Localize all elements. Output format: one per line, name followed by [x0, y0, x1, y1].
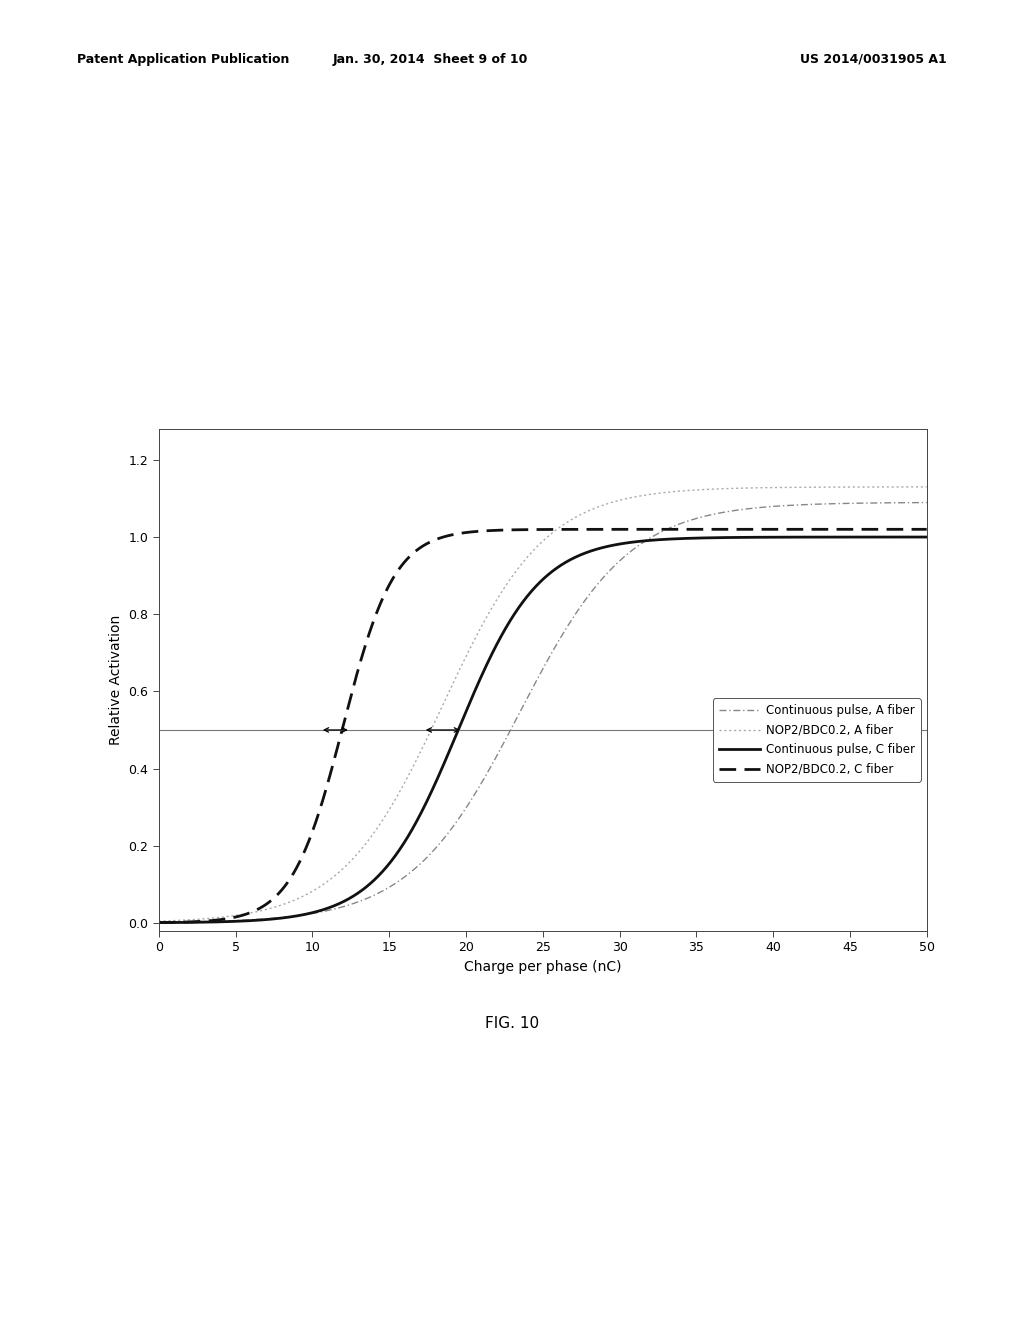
NOP2/BDC0.2, A fiber: [191, 911, 204, 927]
Continuous pulse, C fiber: [758, 529, 770, 545]
Text: FIG. 10: FIG. 10: [485, 1015, 539, 1031]
NOP2/BDC0.2, C fiber: [758, 521, 770, 537]
Continuous pulse, A fiber: [758, 499, 770, 515]
Continuous pulse, A fiber: [153, 915, 165, 931]
NOP2/BDC0.2, A fiber: [898, 479, 910, 495]
Continuous pulse, C fiber: [526, 582, 539, 598]
Continuous pulse, C fiber: [898, 529, 910, 545]
NOP2/BDC0.2, A fiber: [526, 544, 539, 560]
Line: NOP2/BDC0.2, A fiber: NOP2/BDC0.2, A fiber: [159, 487, 927, 921]
Line: Continuous pulse, A fiber: Continuous pulse, A fiber: [159, 503, 927, 923]
Continuous pulse, C fiber: [898, 529, 910, 545]
Continuous pulse, A fiber: [898, 495, 910, 511]
Continuous pulse, A fiber: [898, 495, 910, 511]
Text: Jan. 30, 2014  Sheet 9 of 10: Jan. 30, 2014 Sheet 9 of 10: [333, 53, 527, 66]
NOP2/BDC0.2, A fiber: [506, 569, 518, 585]
Text: Patent Application Publication: Patent Application Publication: [77, 53, 289, 66]
Continuous pulse, A fiber: [921, 495, 933, 511]
Text: US 2014/0031905 A1: US 2014/0031905 A1: [801, 53, 947, 66]
Continuous pulse, C fiber: [191, 915, 204, 931]
Continuous pulse, A fiber: [506, 719, 518, 735]
Continuous pulse, C fiber: [921, 529, 933, 545]
Continuous pulse, A fiber: [526, 681, 539, 697]
Line: NOP2/BDC0.2, C fiber: NOP2/BDC0.2, C fiber: [159, 529, 927, 923]
Continuous pulse, A fiber: [191, 913, 204, 929]
NOP2/BDC0.2, C fiber: [921, 521, 933, 537]
Continuous pulse, C fiber: [153, 915, 165, 931]
Continuous pulse, C fiber: [506, 610, 518, 626]
NOP2/BDC0.2, A fiber: [898, 479, 910, 495]
NOP2/BDC0.2, A fiber: [153, 913, 165, 929]
NOP2/BDC0.2, C fiber: [898, 521, 910, 537]
NOP2/BDC0.2, C fiber: [191, 913, 204, 929]
X-axis label: Charge per phase (nC): Charge per phase (nC): [464, 960, 622, 974]
NOP2/BDC0.2, C fiber: [526, 521, 539, 537]
Y-axis label: Relative Activation: Relative Activation: [109, 615, 123, 744]
NOP2/BDC0.2, C fiber: [506, 521, 518, 537]
NOP2/BDC0.2, A fiber: [758, 479, 770, 495]
Legend: Continuous pulse, A fiber, NOP2/BDC0.2, A fiber, Continuous pulse, C fiber, NOP2: Continuous pulse, A fiber, NOP2/BDC0.2, …: [713, 698, 921, 781]
NOP2/BDC0.2, A fiber: [921, 479, 933, 495]
NOP2/BDC0.2, C fiber: [153, 915, 165, 931]
NOP2/BDC0.2, C fiber: [898, 521, 910, 537]
Line: Continuous pulse, C fiber: Continuous pulse, C fiber: [159, 537, 927, 923]
